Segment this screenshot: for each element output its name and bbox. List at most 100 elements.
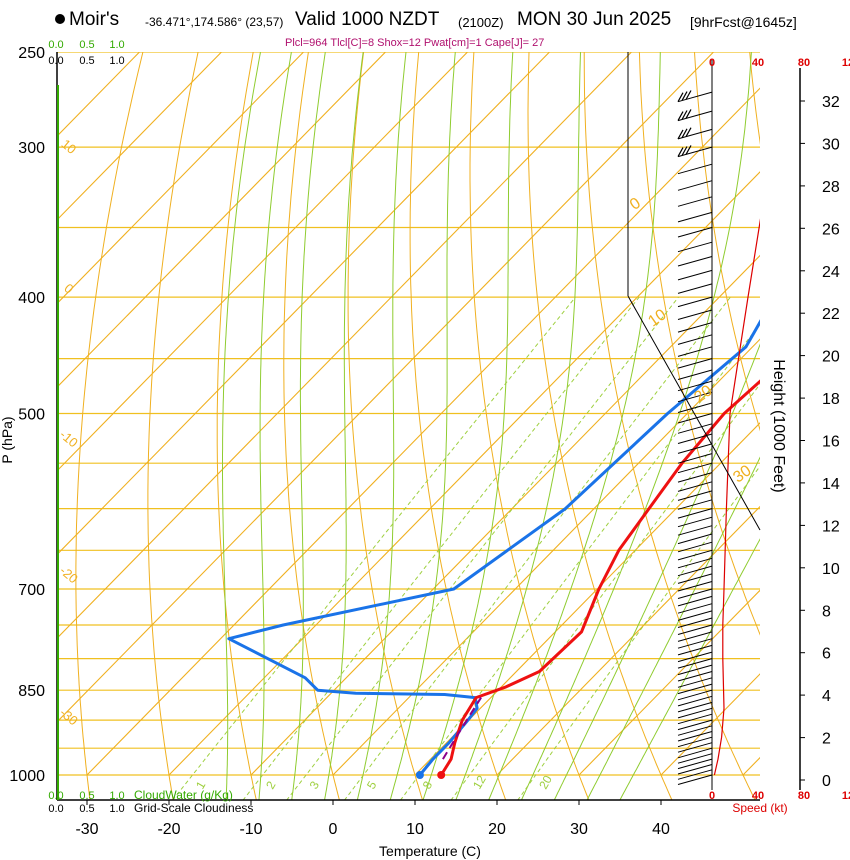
wind-barb [677,296,713,308]
wind-barb [677,701,713,713]
cloud-water-label: CloudWater (g/Kg) [134,788,233,802]
isotherm-line [57,52,714,723]
y-axis-title: P (hPa) [0,416,15,463]
zulu-time: (2100Z) [458,15,504,30]
isotherm-label-left: 10 [59,136,80,157]
height-tick-label: 16 [822,434,840,451]
wind-barb [677,380,713,392]
x-tick-label: 30 [570,821,588,838]
cloud-water-tick-top: 0.0 [48,39,63,51]
height-tick-label: 2 [822,731,831,748]
dry-adiabat [75,52,144,800]
speed-tick-bottom: 0 [709,790,715,802]
wind-barb [677,658,713,669]
isotherm-line [86,87,760,776]
moist-adiabat [488,52,661,800]
height-tick-label: 6 [822,646,831,663]
wind-barb [677,128,713,140]
wind-barb [677,736,713,748]
dry-adiabat [283,52,340,800]
speed-axis-title: Speed (kt) [732,801,787,815]
wind-barb [677,322,713,333]
surface-temp-marker [437,771,446,779]
x-tick-label: 40 [652,821,670,838]
panel-divider [627,295,761,531]
wind-barb [677,644,713,656]
dry-adiabat [694,52,760,432]
height-tick-label: 32 [822,94,840,111]
pressure-tick-label: 300 [18,140,45,157]
mixing-ratio-label: 2 [263,778,279,791]
wind-barb [677,402,713,413]
cloudiness-tick-top: 1.0 [109,55,124,67]
wind-barb [677,369,713,380]
wind-barb [677,146,713,158]
cloudiness-tick-bottom: 0.5 [79,803,94,815]
wind-barb [677,110,713,122]
dewpoint-line [227,319,760,776]
wind-barb [677,481,713,492]
isotherm-line [57,52,386,389]
isotherm-label-left: 0 [61,280,76,296]
wind-barb [677,211,713,223]
wind-barb [677,227,713,238]
wind-barb-flag [685,90,692,100]
cloud-water-tick-top: 1.0 [109,39,124,51]
speed-tick-bottom: 80 [798,790,810,802]
height-tick-label: 26 [822,221,840,238]
wind-barb [677,346,713,357]
speed-tick-top: 0 [709,57,715,69]
isotherm-line [578,589,760,776]
x-tick-label: 20 [488,821,506,838]
mixing-ratio-line [343,296,731,800]
isotherm-label: 0 [627,195,644,214]
valid-time: Valid 1000 NZDT [295,9,440,30]
wind-barb [677,91,713,103]
wind-barb [677,588,713,599]
height-tick-label: 0 [822,773,831,790]
height-tick-label: 4 [822,688,831,705]
wind-barb [677,595,713,607]
x-tick-label: -20 [157,821,180,838]
isotherm-line [250,254,760,776]
wind-barb [677,725,713,736]
height-tick-label: 8 [822,603,831,620]
isotherm-line [57,52,222,221]
isotherm-line [414,422,760,776]
x-tick-label: -10 [239,821,262,838]
cloud-water-tick-bottom: 0.0 [48,790,63,802]
wind-barb [677,677,713,688]
wind-barb [677,769,713,780]
moist-adiabat [553,343,760,800]
wind-barb-flag [677,129,684,140]
speed-tick-top: 80 [798,57,810,69]
isotherm-label-left: -30 [57,705,81,729]
moist-adiabat [520,52,752,800]
pressure-tick-label: 400 [18,290,45,307]
mixing-ratio-line [399,323,760,800]
dry-adiabat [638,52,760,636]
mixing-ratio-label: 8 [420,778,436,791]
surface-dewpoint-marker [415,771,424,779]
wind-barb [677,758,713,770]
speed-tick-bottom: 40 [752,790,764,802]
wind-barb [677,603,713,614]
x-axis-title: Temperature (C) [379,843,481,859]
wind-barb-flag [677,111,684,121]
wind-barb [677,180,713,191]
wind-barb [677,391,713,403]
cloudiness-label: Grid-Scale Cloudiness [134,801,253,815]
wind-barb [677,413,713,424]
cloud-water-tick-bottom: 0.5 [79,790,94,802]
wind-barb-flag [685,145,692,155]
x-tick-label: 10 [406,821,424,838]
wind-barb-flag [681,128,688,139]
wind-barb-flag [677,147,684,157]
moist-adiabat [291,52,326,800]
cloudiness-tick-top: 0.0 [48,55,63,67]
wind-barb [677,651,713,663]
wind-barb [677,423,713,434]
pressure-tick-label: 250 [18,45,45,62]
station-coords: -36.471°,174.586° (23,57) [145,15,284,29]
isotherm-line [57,52,304,305]
